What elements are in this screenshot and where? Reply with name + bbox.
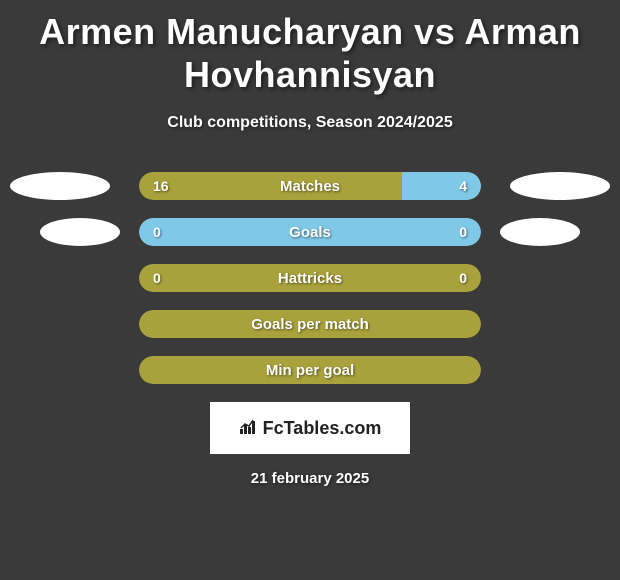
stat-label: Goals xyxy=(139,224,481,241)
player-ellipse-right xyxy=(500,218,580,246)
stat-row: Goals per match xyxy=(0,310,620,338)
stat-label: Matches xyxy=(139,178,481,195)
page-title: Armen Manucharyan vs Arman Hovhannisyan xyxy=(0,0,620,96)
stat-bar: Matches16 4 xyxy=(139,172,481,200)
stat-row: Min per goal xyxy=(0,356,620,384)
stat-label: Goals per match xyxy=(139,316,481,333)
stat-row: Hattricks0 0 xyxy=(0,264,620,292)
stat-row: Goals0 0 xyxy=(0,218,620,246)
date-label: 21 february 2025 xyxy=(0,470,620,487)
stat-bar: Goals0 0 xyxy=(139,218,481,246)
player-ellipse-left xyxy=(10,172,110,200)
stat-value-left: 0 xyxy=(153,270,161,286)
player-ellipse-right xyxy=(510,172,610,200)
stat-label: Hattricks xyxy=(139,270,481,287)
stat-bar: Min per goal xyxy=(139,356,481,384)
logo: FcTables.com xyxy=(239,417,382,440)
stat-value-right: 4 xyxy=(459,178,467,194)
stat-row: Matches16 4 xyxy=(0,172,620,200)
stat-value-right: 0 xyxy=(459,224,467,240)
player-ellipse-left xyxy=(40,218,120,246)
stat-label: Min per goal xyxy=(139,362,481,379)
stat-value-left: 0 xyxy=(153,224,161,240)
stat-bar: Hattricks0 0 xyxy=(139,264,481,292)
stat-value-right: 0 xyxy=(459,270,467,286)
chart-icon xyxy=(239,417,259,440)
stat-value-left: 16 xyxy=(153,178,169,194)
logo-box: FcTables.com xyxy=(210,402,410,454)
logo-text: FcTables.com xyxy=(263,418,382,439)
subtitle: Club competitions, Season 2024/2025 xyxy=(0,114,620,132)
stat-rows: Matches164Goals00Hattricks00Goals per ma… xyxy=(0,172,620,384)
stat-bar: Goals per match xyxy=(139,310,481,338)
